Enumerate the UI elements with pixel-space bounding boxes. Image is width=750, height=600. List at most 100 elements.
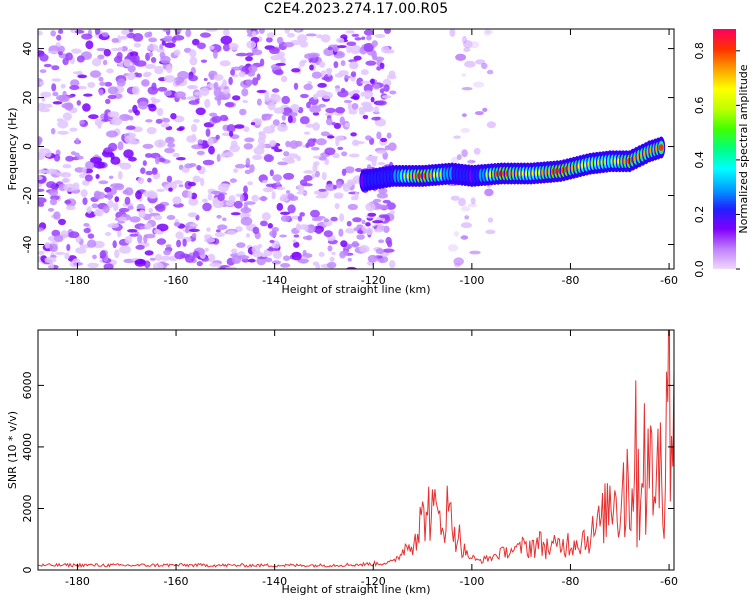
noise-blob — [80, 189, 88, 198]
noise-blob — [216, 214, 222, 219]
noise-blob — [142, 73, 151, 78]
noise-blob — [188, 74, 199, 82]
noise-blob — [299, 212, 306, 217]
noise-blob — [259, 196, 268, 201]
noise-blob — [48, 50, 59, 54]
noise-blob — [211, 115, 222, 123]
noise-blob — [217, 224, 228, 230]
noise-blob — [344, 75, 351, 79]
noise-blob — [170, 113, 177, 120]
noise-blob — [340, 87, 346, 94]
noise-blob — [242, 99, 249, 104]
noise-blob — [210, 190, 222, 195]
noise-blob — [57, 51, 63, 56]
noise-blob — [381, 95, 392, 99]
noise-blob — [366, 155, 379, 159]
noise-blob — [373, 198, 382, 203]
noise-blob — [376, 149, 387, 154]
noise-blob — [276, 186, 286, 191]
noise-blob — [108, 175, 114, 179]
noise-blob — [463, 40, 473, 49]
noise-blob — [381, 45, 390, 54]
noise-blob — [164, 147, 175, 154]
noise-blob — [163, 249, 172, 256]
noise-blob — [57, 119, 69, 129]
noise-blob — [315, 194, 328, 199]
noise-blob — [320, 34, 331, 43]
noise-blob — [105, 98, 111, 104]
noise-blob — [189, 223, 199, 227]
noise-blob — [362, 114, 369, 120]
noise-blob — [229, 43, 239, 51]
noise-blob — [63, 183, 76, 192]
noise-blob — [41, 96, 46, 102]
noise-blob — [233, 168, 239, 174]
noise-blob — [112, 240, 117, 249]
noise-blob — [299, 116, 310, 125]
noise-blob — [220, 35, 233, 45]
noise-blob — [49, 243, 58, 253]
noise-blob — [279, 234, 287, 238]
noise-blob — [332, 153, 340, 159]
noise-blob — [323, 230, 333, 238]
noise-blob — [315, 228, 322, 235]
noise-blob — [142, 190, 151, 197]
noise-blob — [487, 69, 494, 75]
noise-blob — [172, 152, 180, 158]
noise-blob — [353, 227, 360, 232]
noise-blob — [236, 242, 246, 248]
noise-blob — [356, 234, 365, 240]
noise-blob — [129, 233, 139, 237]
noise-blob — [312, 122, 320, 131]
noise-blob — [77, 74, 87, 79]
noise-blob — [313, 161, 320, 166]
noise-blob — [367, 254, 378, 263]
noise-blob — [102, 205, 110, 214]
noise-blob — [297, 34, 308, 43]
noise-blob — [175, 231, 184, 239]
noise-blob — [39, 81, 45, 86]
noise-blob — [160, 123, 170, 128]
noise-blob — [204, 247, 209, 252]
noise-blob — [81, 33, 93, 40]
noise-blob — [473, 81, 485, 88]
noise-blob — [202, 159, 215, 166]
noise-blob — [365, 222, 371, 227]
noise-blob — [111, 117, 123, 126]
noise-blob — [118, 207, 130, 213]
noise-blob — [360, 80, 371, 84]
spectrogram-x-tick-label: -180 — [65, 274, 90, 287]
noise-blob — [186, 135, 197, 143]
noise-blob — [196, 165, 202, 171]
noise-blob — [190, 192, 198, 200]
noise-blob — [384, 29, 391, 34]
noise-blob — [165, 64, 173, 74]
noise-blob — [112, 202, 119, 211]
spectrogram-x-tick-label: -140 — [262, 274, 287, 287]
spectrogram-axes: -180 -160 -140 -120 -100 -80 -60 -40 -20 0 20 40 — [21, 29, 678, 287]
noise-blob — [51, 78, 61, 82]
noise-blob — [332, 44, 340, 52]
noise-blob — [221, 183, 231, 187]
noise-blob — [283, 151, 290, 157]
noise-blob — [192, 250, 200, 258]
noise-blob — [327, 245, 333, 252]
noise-blob — [188, 197, 199, 206]
noise-blob — [101, 32, 109, 37]
noise-blob — [247, 181, 254, 186]
noise-blob — [239, 108, 247, 116]
noise-blob — [356, 77, 364, 87]
noise-blob — [240, 216, 253, 226]
noise-blob — [486, 121, 496, 129]
noise-blob — [150, 57, 157, 63]
noise-blob — [256, 98, 262, 106]
noise-blob — [127, 205, 134, 210]
noise-blob — [263, 154, 274, 163]
noise-blob — [267, 102, 276, 111]
noise-blob — [200, 177, 205, 187]
noise-blob — [350, 61, 358, 69]
noise-blob — [117, 47, 123, 51]
noise-blob — [284, 29, 290, 34]
noise-blob — [262, 180, 268, 184]
